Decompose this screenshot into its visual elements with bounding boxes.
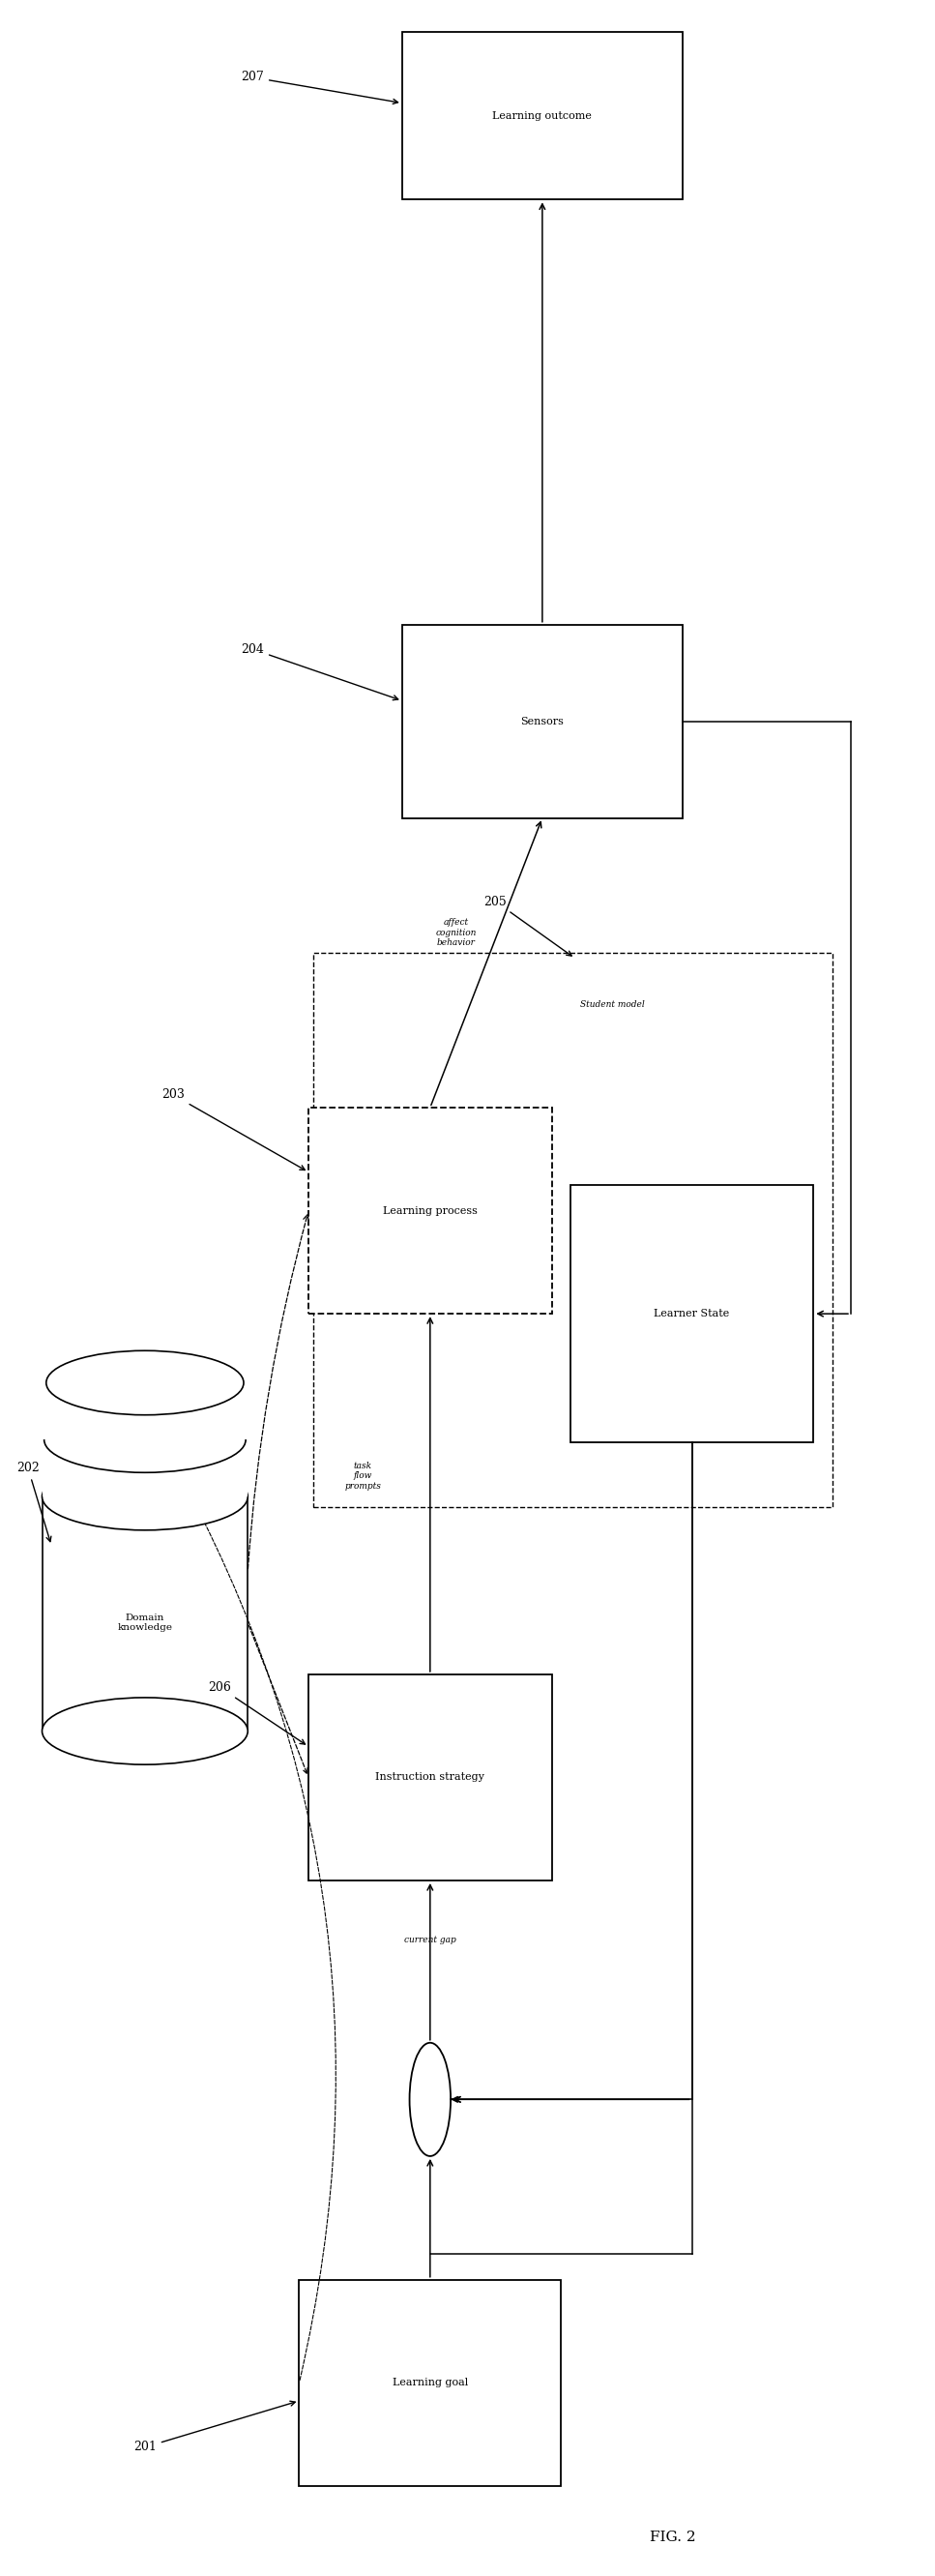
- Text: Domain
knowledge: Domain knowledge: [118, 1613, 172, 1633]
- Text: current gap: current gap: [404, 1935, 456, 1945]
- Text: Learning outcome: Learning outcome: [493, 111, 592, 121]
- Ellipse shape: [44, 1406, 246, 1473]
- Text: Learning process: Learning process: [382, 1206, 478, 1216]
- Text: 207: 207: [241, 72, 398, 103]
- FancyBboxPatch shape: [402, 626, 683, 819]
- FancyBboxPatch shape: [299, 2280, 561, 2486]
- Ellipse shape: [46, 1350, 244, 1414]
- Text: Sensors: Sensors: [521, 716, 564, 726]
- Ellipse shape: [42, 1698, 248, 1765]
- FancyBboxPatch shape: [570, 1185, 813, 1443]
- Text: 202: 202: [17, 1463, 51, 1540]
- Text: 206: 206: [209, 1682, 305, 1744]
- Text: 201: 201: [134, 2401, 295, 2452]
- Ellipse shape: [42, 1463, 248, 1530]
- Text: FIG. 2: FIG. 2: [650, 2530, 697, 2545]
- FancyBboxPatch shape: [42, 1440, 248, 1497]
- Text: Learner State: Learner State: [654, 1309, 729, 1319]
- FancyBboxPatch shape: [309, 1674, 552, 1880]
- Text: task
flow
prompts: task flow prompts: [344, 1461, 381, 1492]
- Text: 203: 203: [162, 1090, 305, 1170]
- Text: 205: 205: [484, 896, 571, 956]
- FancyBboxPatch shape: [42, 1383, 248, 1440]
- Text: affect
cognition
behavior: affect cognition behavior: [436, 917, 477, 948]
- FancyBboxPatch shape: [402, 31, 683, 201]
- Text: Learning goal: Learning goal: [393, 2378, 468, 2388]
- Text: 204: 204: [241, 644, 398, 701]
- Text: Student model: Student model: [580, 999, 645, 1010]
- Text: Instruction strategy: Instruction strategy: [376, 1772, 484, 1783]
- FancyBboxPatch shape: [309, 1108, 552, 1314]
